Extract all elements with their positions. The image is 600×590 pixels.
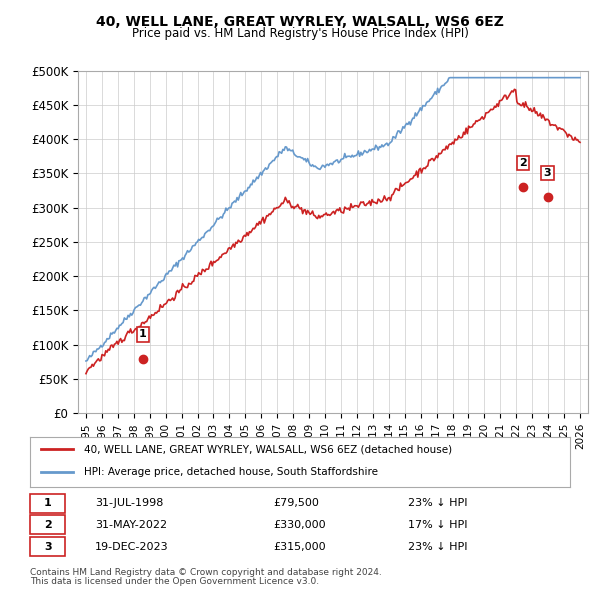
Text: £330,000: £330,000 [273,520,326,530]
Text: Contains HM Land Registry data © Crown copyright and database right 2024.: Contains HM Land Registry data © Crown c… [30,568,382,576]
Text: 31-MAY-2022: 31-MAY-2022 [95,520,167,530]
Text: Price paid vs. HM Land Registry's House Price Index (HPI): Price paid vs. HM Land Registry's House … [131,27,469,40]
FancyBboxPatch shape [30,537,65,556]
FancyBboxPatch shape [30,516,65,535]
Text: 17% ↓ HPI: 17% ↓ HPI [408,520,467,530]
Text: 2: 2 [44,520,52,530]
Text: 3: 3 [544,168,551,178]
Text: 1: 1 [44,499,52,508]
Text: £79,500: £79,500 [273,499,319,508]
Text: 31-JUL-1998: 31-JUL-1998 [95,499,163,508]
Text: 40, WELL LANE, GREAT WYRLEY, WALSALL, WS6 6EZ (detached house): 40, WELL LANE, GREAT WYRLEY, WALSALL, WS… [84,444,452,454]
Text: 40, WELL LANE, GREAT WYRLEY, WALSALL, WS6 6EZ: 40, WELL LANE, GREAT WYRLEY, WALSALL, WS… [96,15,504,29]
Text: £315,000: £315,000 [273,542,326,552]
Text: 19-DEC-2023: 19-DEC-2023 [95,542,169,552]
Text: 1: 1 [139,329,147,339]
FancyBboxPatch shape [30,494,65,513]
Text: 23% ↓ HPI: 23% ↓ HPI [408,499,467,508]
Text: 2: 2 [519,158,527,168]
Text: 3: 3 [44,542,52,552]
Text: 23% ↓ HPI: 23% ↓ HPI [408,542,467,552]
Text: This data is licensed under the Open Government Licence v3.0.: This data is licensed under the Open Gov… [30,577,319,586]
Text: HPI: Average price, detached house, South Staffordshire: HPI: Average price, detached house, Sout… [84,467,378,477]
